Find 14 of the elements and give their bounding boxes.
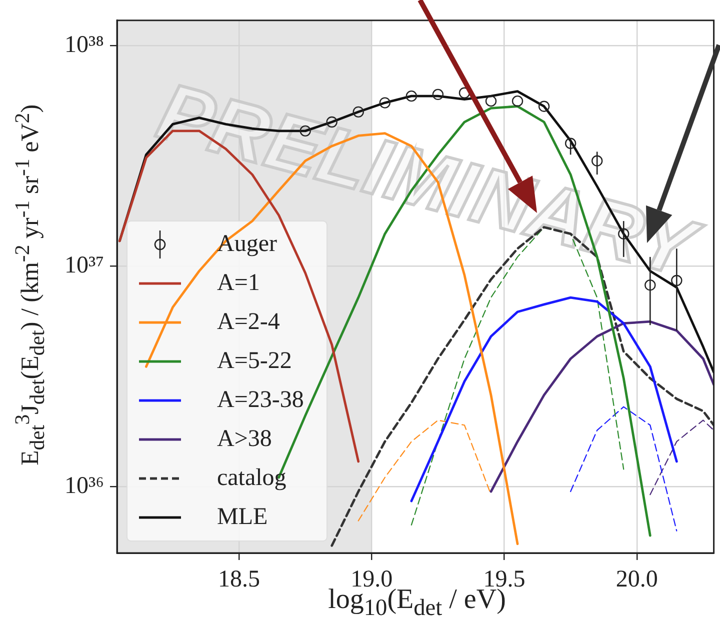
legend-label: A=5-22: [217, 348, 292, 374]
legend-label: A=23-38: [217, 386, 304, 413]
y-tick-label: 10³⁸: [64, 32, 104, 58]
line-series: [570, 406, 678, 532]
line-series: [650, 420, 714, 496]
legend-label: A>38: [217, 426, 272, 452]
x-tick-label: 20.0: [616, 566, 658, 593]
y-tick-label: 10³⁶: [64, 472, 104, 499]
legend-label: MLE: [217, 504, 268, 530]
line-series: [358, 420, 492, 522]
legend-label: catalog: [217, 464, 286, 491]
legend-label: A=2-4: [217, 308, 280, 335]
x-tick-label: 18.5: [218, 566, 260, 593]
y-tick-label: 10³⁷: [64, 252, 104, 278]
